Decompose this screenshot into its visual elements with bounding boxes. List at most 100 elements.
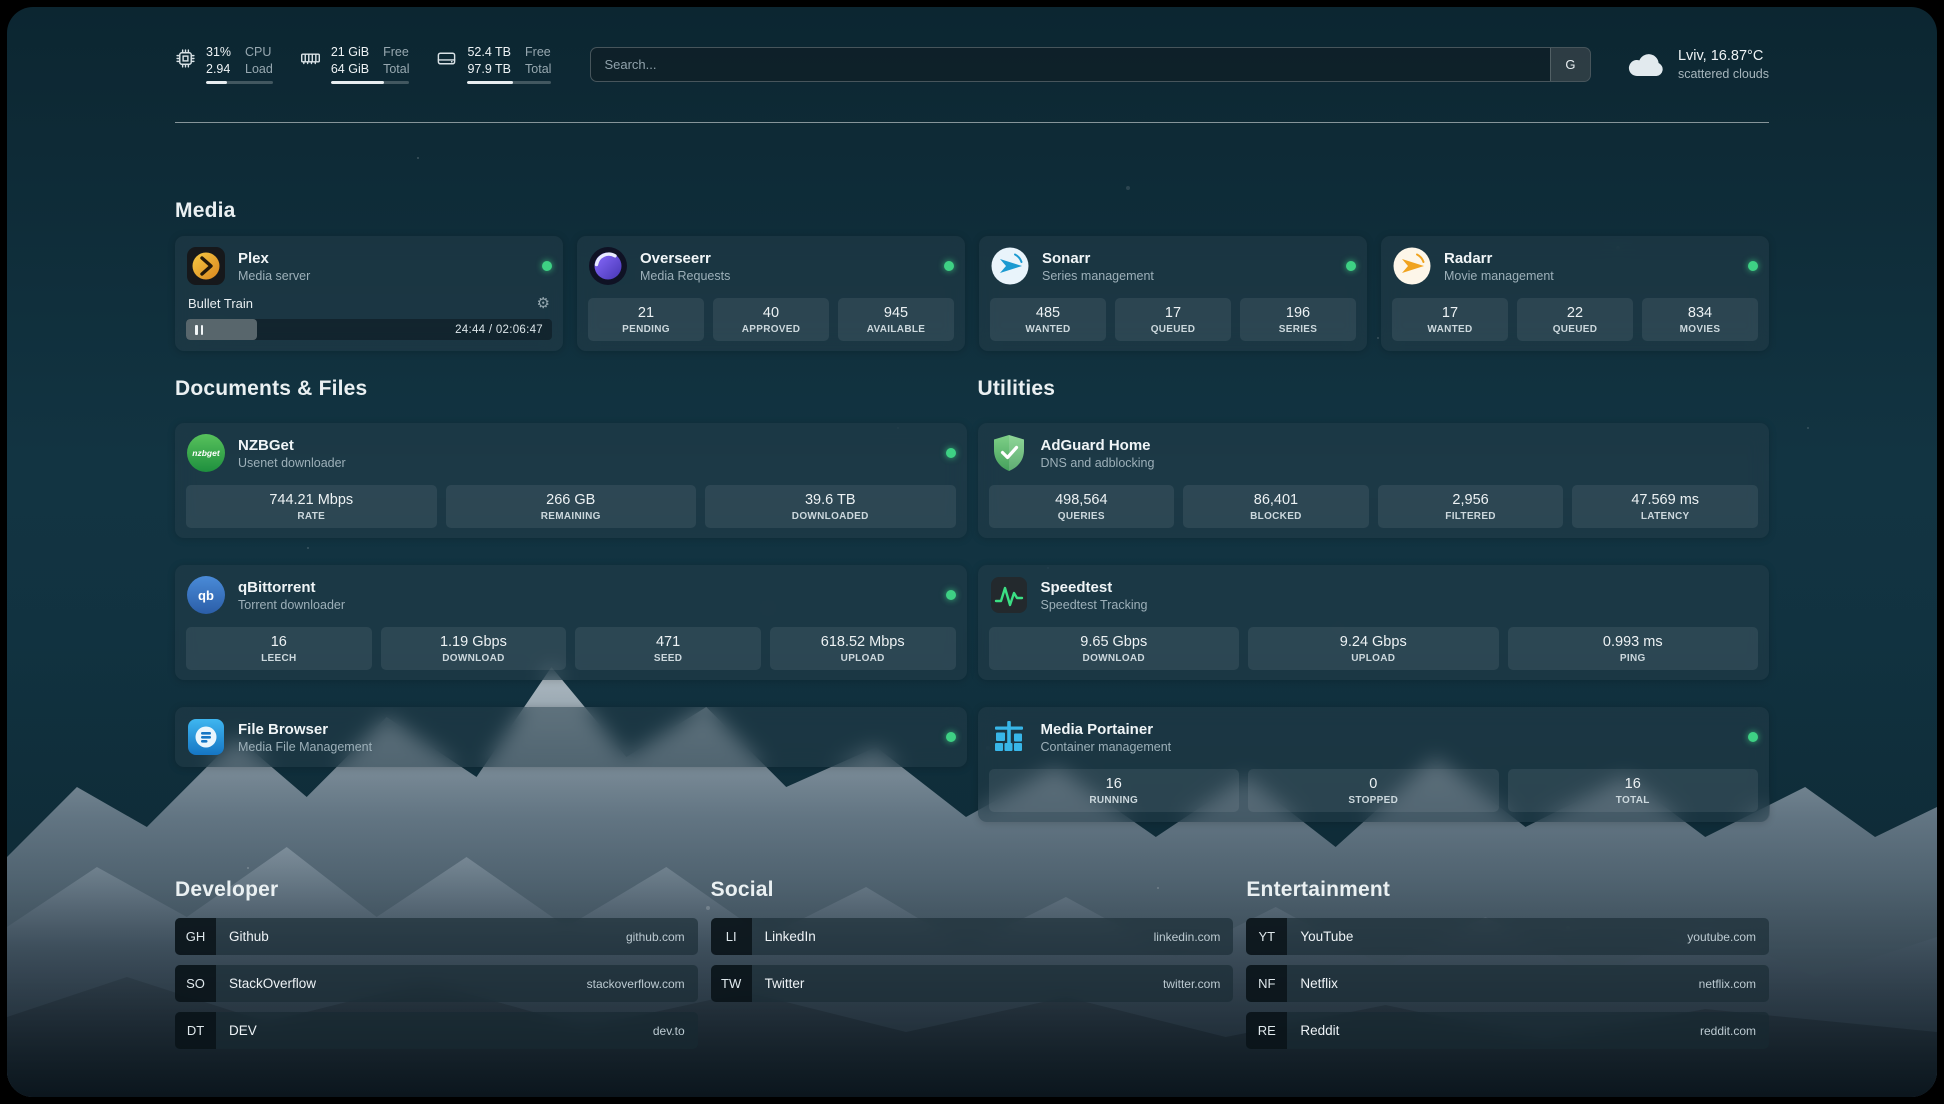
bookmark-twitter[interactable]: TW Twitter twitter.com (710, 965, 1234, 1002)
bookmark-name: Reddit (1300, 1023, 1340, 1038)
top-bar: 31% 2.94 CPU Load (175, 33, 1769, 95)
cpu-progress-bar (206, 81, 273, 84)
disk-free-label: Free (525, 45, 551, 60)
stat-download: 1.19 Gbps DOWNLOAD (380, 627, 567, 670)
section-media: Media Plex (175, 199, 1769, 351)
dashboard-window: 31% 2.94 CPU Load (7, 7, 1937, 1097)
load-label: Load (245, 61, 273, 76)
sonarr-icon (990, 246, 1030, 286)
header-divider (175, 122, 1769, 123)
bookmark-abbr: GH (175, 918, 216, 955)
status-dot (945, 590, 956, 600)
service-subtitle: DNS and adblocking (1040, 455, 1155, 470)
service-card-adguard-home[interactable]: AdGuard Home DNS and adblocking 498,564 Q… (977, 423, 1769, 538)
service-card-plex[interactable]: Plex Media server Bullet Train ⚙ 24:44 /… (175, 236, 563, 351)
bookmark-abbr: TW (710, 965, 752, 1002)
bookmark-group-entertainment: Entertainment YT YouTube youtube.com NF … (1246, 878, 1769, 1049)
bookmark-domain: dev.to (652, 1023, 685, 1038)
stat-queries: 498,564 QUERIES (988, 485, 1175, 528)
section-utilities: Utilities (977, 377, 1769, 822)
service-card-sonarr[interactable]: Sonarr Series management 485 WANTED 17 QUE… (979, 236, 1367, 351)
stat-series: 196 SERIES (1240, 298, 1356, 341)
file-browser-icon (186, 717, 226, 757)
status-dot (1748, 261, 1758, 271)
radarr-icon (1392, 246, 1432, 286)
plex-icon (186, 246, 226, 286)
service-subtitle: Torrent downloader (238, 597, 346, 612)
bookmark-reddit[interactable]: RE Reddit reddit.com (1246, 1012, 1769, 1049)
bookmark-domain: linkedin.com (1153, 929, 1221, 944)
qbittorrent-icon: qb (186, 575, 226, 615)
stat-latency: 47.569 ms LATENCY (1572, 485, 1758, 528)
memory-progress-bar (330, 81, 410, 84)
stat-pending: 21 PENDING (588, 298, 704, 341)
bookmark-name: Github (229, 929, 269, 944)
pause-icon[interactable] (195, 324, 203, 335)
service-name: Radarr (1444, 249, 1493, 267)
playback-time: 24:44 / 02:06:47 (455, 323, 543, 336)
service-name: Plex (238, 249, 269, 267)
service-card-speedtest[interactable]: Speedtest Speedtest Tracking 9.65 Gbps DO… (977, 565, 1769, 680)
stat-approved: 40 APPROVED (713, 298, 829, 341)
memory-icon (300, 48, 321, 69)
search-bar: G (590, 46, 1591, 82)
service-subtitle: Speedtest Tracking (1040, 597, 1148, 612)
bookmark-github[interactable]: GH Github github.com (175, 918, 698, 955)
service-subtitle: Series management (1042, 268, 1154, 283)
service-subtitle: Usenet downloader (238, 455, 346, 470)
bookmark-abbr: LI (710, 918, 752, 955)
stat-upload: 9.24 Gbps UPLOAD (1248, 627, 1499, 670)
overseerr-icon (588, 246, 628, 286)
section-documents-files: Documents & Files nzbget (175, 377, 967, 822)
cpu-stats-widget: 31% 2.94 CPU Load (175, 44, 273, 84)
svg-text:qb: qb (198, 588, 214, 603)
portainer-icon (989, 717, 1029, 757)
disk-total-label: Total (525, 61, 552, 76)
search-input[interactable] (591, 47, 1550, 81)
bookmark-name: Netflix (1300, 976, 1338, 991)
weather-widget: Lviv, 16.87°C scattered clouds (1627, 48, 1769, 81)
cpu-usage-value: 31% (206, 45, 232, 60)
service-card-media-portainer[interactable]: Media Portainer Container management 16 R… (977, 707, 1769, 822)
speedtest-icon (989, 575, 1029, 615)
status-dot (944, 261, 954, 271)
status-dot (542, 261, 552, 271)
memory-free-label: Free (383, 45, 409, 60)
bookmark-abbr: NF (1246, 965, 1288, 1002)
bookmark-domain: netflix.com (1698, 976, 1756, 991)
bookmark-linkedin[interactable]: LI LinkedIn linkedin.com (710, 918, 1234, 955)
service-card-nzbget[interactable]: nzbget NZBGet Usenet downloader 744.21 M… (175, 423, 967, 538)
stat-wanted: 17 WANTED (1392, 298, 1508, 341)
section-title-media: Media (175, 199, 236, 222)
stat-filtered: 2,956 FILTERED (1377, 485, 1564, 528)
playback-progress-bar[interactable]: 24:44 / 02:06:47 (186, 319, 552, 340)
service-name: Sonarr (1042, 249, 1091, 267)
stat-downloaded: 39.6 TB DOWNLOADED (705, 485, 956, 528)
bookmark-dev[interactable]: DT DEV dev.to (175, 1012, 698, 1049)
memory-free-value: 21 GiB (330, 45, 370, 60)
service-subtitle: Container management (1040, 739, 1172, 754)
search-provider-button[interactable]: G (1549, 47, 1590, 81)
gear-icon[interactable]: ⚙ (536, 295, 550, 312)
bookmark-stackoverflow[interactable]: SO StackOverflow stackoverflow.com (175, 965, 698, 1002)
disk-progress-bar (467, 81, 552, 84)
stat-running: 16 RUNNING (988, 769, 1239, 812)
bookmark-youtube[interactable]: YT YouTube youtube.com (1246, 918, 1769, 955)
bookmark-abbr: YT (1246, 918, 1288, 955)
service-subtitle: Media File Management (238, 739, 373, 754)
service-card-qbittorrent[interactable]: qb qBittorrent Torrent downloader 16 LEEC… (175, 565, 967, 680)
stat-ping: 0.993 ms PING (1507, 627, 1758, 670)
status-dot (945, 732, 956, 742)
service-card-radarr[interactable]: Radarr Movie management 17 WANTED 22 QUEUE… (1381, 236, 1769, 351)
bookmark-domain: reddit.com (1699, 1023, 1756, 1038)
bookmark-domain: twitter.com (1162, 976, 1221, 991)
bookmark-name: DEV (229, 1023, 257, 1038)
service-name: AdGuard Home (1040, 436, 1151, 454)
status-dot (945, 448, 956, 458)
bookmark-domain: stackoverflow.com (586, 976, 685, 991)
service-card-overseerr[interactable]: Overseerr Media Requests 21 PENDING 40 APP… (577, 236, 965, 351)
bookmark-netflix[interactable]: NF Netflix netflix.com (1246, 965, 1769, 1002)
service-card-file-browser[interactable]: File Browser Media File Management (175, 707, 967, 767)
disk-icon (436, 48, 457, 69)
bookmark-abbr: DT (175, 1012, 216, 1049)
